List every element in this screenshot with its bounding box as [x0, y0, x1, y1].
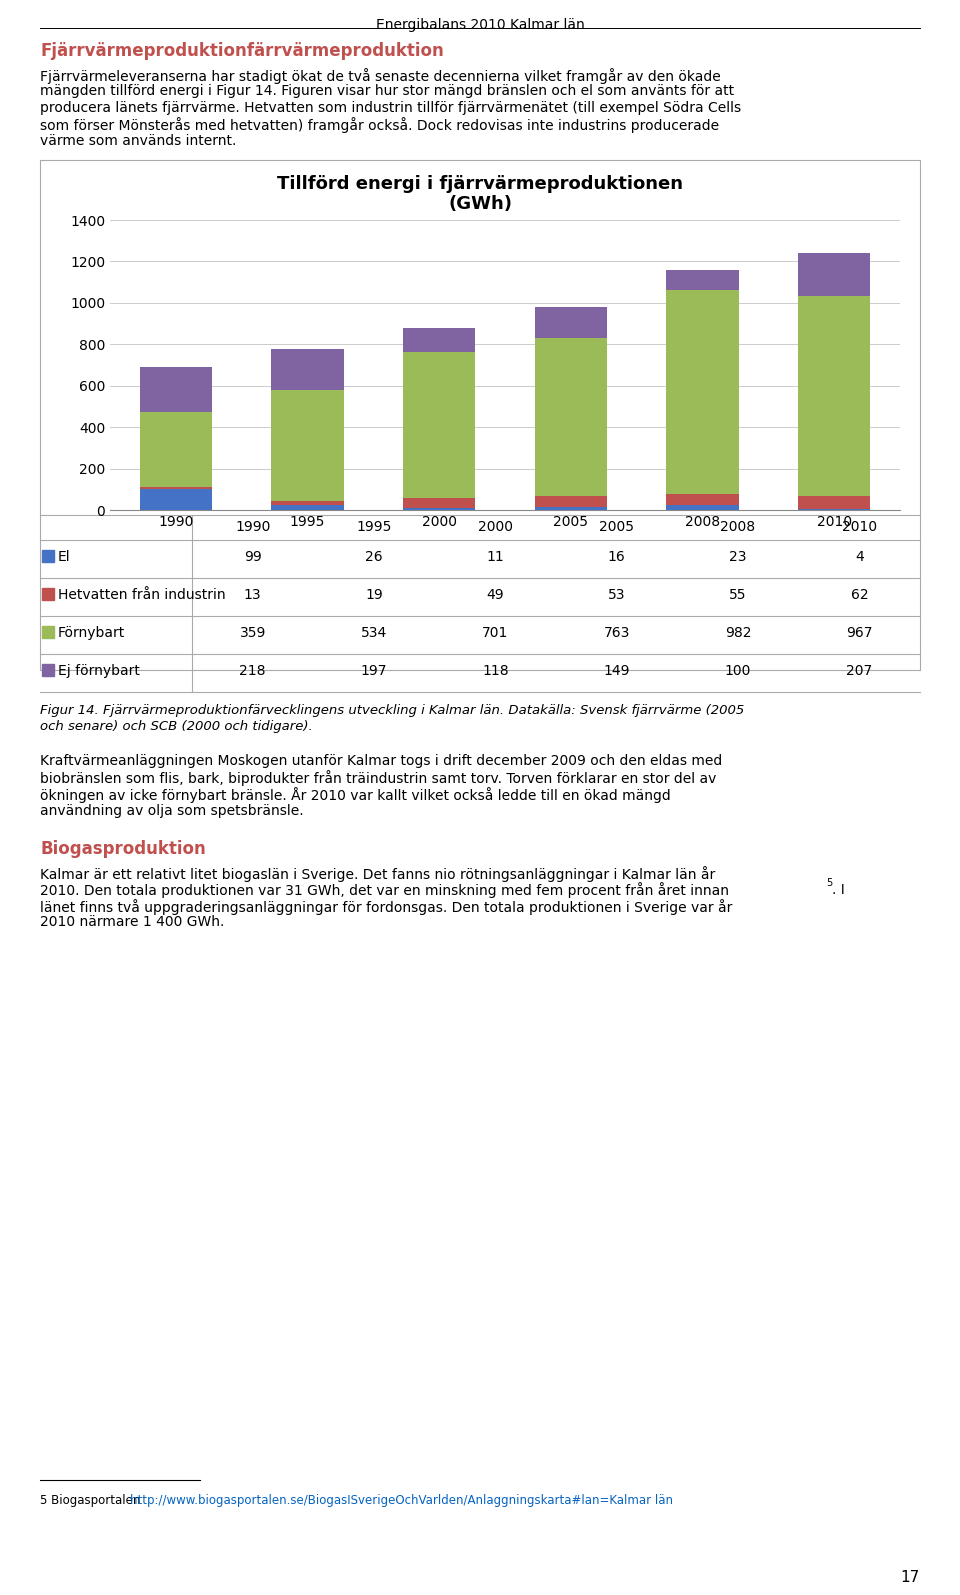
- Text: ökningen av icke förnybart bränsle. År 2010 var kallt vilket också ledde till en: ökningen av icke förnybart bränsle. År 2…: [40, 786, 671, 802]
- Text: El: El: [58, 550, 71, 565]
- Bar: [139, 367, 212, 413]
- Text: 17: 17: [900, 1569, 920, 1585]
- Bar: [139, 490, 212, 510]
- Bar: [798, 297, 871, 496]
- Bar: [40, 160, 920, 670]
- Bar: [403, 352, 475, 498]
- Text: och senare) och SCB (2000 och tidigare).: och senare) och SCB (2000 och tidigare).: [40, 719, 313, 734]
- Text: 5: 5: [826, 877, 832, 887]
- Text: 100: 100: [725, 664, 751, 678]
- Bar: [798, 496, 871, 509]
- Bar: [666, 494, 738, 506]
- Text: 53: 53: [608, 589, 625, 601]
- Text: 99: 99: [244, 550, 261, 565]
- Bar: [42, 589, 54, 600]
- Text: 16: 16: [608, 550, 626, 565]
- Bar: [403, 507, 475, 510]
- Text: Förnybart: Förnybart: [58, 625, 125, 640]
- Bar: [535, 306, 607, 338]
- Text: 11: 11: [487, 550, 504, 565]
- Text: 1990: 1990: [235, 520, 271, 534]
- Text: Fjärrvärmeleveranserna har stadigt ökat de två senaste decennierna vilket framgå: Fjärrvärmeleveranserna har stadigt ökat …: [40, 69, 721, 85]
- Bar: [42, 625, 54, 638]
- Text: Ej förnybart: Ej förnybart: [58, 664, 140, 678]
- Text: 26: 26: [365, 550, 383, 565]
- Text: . I: . I: [832, 882, 845, 896]
- Bar: [535, 338, 607, 496]
- Text: 23: 23: [730, 550, 747, 565]
- Text: Kraftvärmeanläggningen Moskogen utanför Kalmar togs i drift december 2009 och de: Kraftvärmeanläggningen Moskogen utanför …: [40, 754, 722, 769]
- Bar: [666, 506, 738, 510]
- Text: 534: 534: [361, 625, 387, 640]
- Text: 763: 763: [604, 625, 630, 640]
- Text: 2005: 2005: [599, 520, 635, 534]
- Text: 2008: 2008: [720, 520, 756, 534]
- Text: 967: 967: [846, 625, 873, 640]
- Bar: [535, 496, 607, 507]
- Text: Tillförd energi i fjärrvärmeproduktionen: Tillförd energi i fjärrvärmeproduktionen: [277, 175, 683, 193]
- Text: användning av olja som spetsbränsle.: användning av olja som spetsbränsle.: [40, 804, 303, 818]
- Bar: [272, 501, 344, 504]
- Text: 19: 19: [365, 589, 383, 601]
- Bar: [42, 550, 54, 561]
- Text: Figur 14. Fjärrvärmeproduktionfärvecklingens utveckling i Kalmar län. Datakälla:: Figur 14. Fjärrvärmeproduktionfärvecklin…: [40, 703, 744, 718]
- Bar: [666, 270, 738, 290]
- Text: 13: 13: [244, 589, 261, 601]
- Bar: [272, 504, 344, 510]
- Text: 4: 4: [855, 550, 864, 565]
- Text: länet finns två uppgraderingsanläggningar för fordonsgas. Den totala produktione: länet finns två uppgraderingsanläggninga…: [40, 900, 732, 916]
- Text: producera länets fjärrvärme. Hetvatten som industrin tillför fjärrvärmenätet (ti: producera länets fjärrvärme. Hetvatten s…: [40, 100, 741, 115]
- Text: värme som används internt.: värme som används internt.: [40, 134, 236, 148]
- Text: Fjärrvärmeproduktionfärrvärmeproduktion: Fjärrvärmeproduktionfärrvärmeproduktion: [40, 41, 444, 61]
- Text: biobränslen som flis, bark, biprodukter från träindustrin samt torv. Torven förk: biobränslen som flis, bark, biprodukter …: [40, 770, 716, 786]
- Bar: [403, 498, 475, 507]
- Bar: [139, 413, 212, 486]
- Text: 207: 207: [846, 664, 873, 678]
- Text: som förser Mönsterås med hetvatten) framgår också. Dock redovisas inte industrin: som förser Mönsterås med hetvatten) fram…: [40, 118, 719, 134]
- Text: 701: 701: [482, 625, 509, 640]
- Text: 118: 118: [482, 664, 509, 678]
- Text: 359: 359: [239, 625, 266, 640]
- Bar: [403, 329, 475, 352]
- Text: 197: 197: [361, 664, 387, 678]
- Bar: [666, 290, 738, 494]
- Text: 5 Biogasportalen: 5 Biogasportalen: [40, 1495, 144, 1507]
- Text: 62: 62: [851, 589, 868, 601]
- Text: Biogasproduktion: Biogasproduktion: [40, 841, 205, 858]
- Text: mängden tillförd energi i Figur 14. Figuren visar hur stor mängd bränslen och el: mängden tillförd energi i Figur 14. Figu…: [40, 85, 734, 99]
- Text: (GWh): (GWh): [448, 195, 512, 214]
- Text: 982: 982: [725, 625, 752, 640]
- Text: 2010: 2010: [842, 520, 876, 534]
- Text: 149: 149: [604, 664, 630, 678]
- Text: 1995: 1995: [356, 520, 392, 534]
- Text: http://www.biogasportalen.se/BiogasISverigeOchVarlden/Anlaggningskarta#lan=Kalma: http://www.biogasportalen.se/BiogasISver…: [130, 1495, 673, 1507]
- Text: Energibalans 2010 Kalmar län: Energibalans 2010 Kalmar län: [375, 18, 585, 32]
- Bar: [42, 664, 54, 676]
- Bar: [798, 254, 871, 297]
- Text: 218: 218: [239, 664, 266, 678]
- Bar: [535, 507, 607, 510]
- Bar: [272, 349, 344, 391]
- Text: Kalmar är ett relativt litet biogaslän i Sverige. Det fanns nio rötningsanläggni: Kalmar är ett relativt litet biogaslän i…: [40, 866, 715, 882]
- Text: 49: 49: [487, 589, 504, 601]
- Text: 55: 55: [730, 589, 747, 601]
- Text: 2000: 2000: [478, 520, 513, 534]
- Text: Hetvatten från industrin: Hetvatten från industrin: [58, 589, 226, 601]
- Bar: [272, 391, 344, 501]
- Bar: [139, 486, 212, 490]
- Text: 2010. Den totala produktionen var 31 GWh, det var en minskning med fem procent f: 2010. Den totala produktionen var 31 GWh…: [40, 882, 729, 898]
- Text: 2010 närmare 1 400 GWh.: 2010 närmare 1 400 GWh.: [40, 916, 225, 930]
